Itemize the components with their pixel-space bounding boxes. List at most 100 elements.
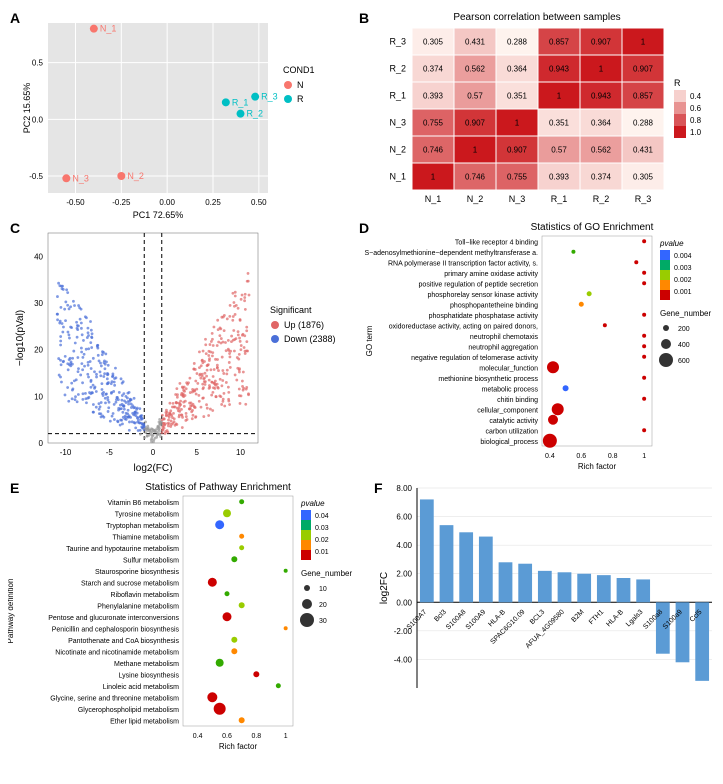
- dotplot-term: molecular_function: [479, 365, 538, 372]
- volcano-point: [241, 380, 244, 383]
- volcano-point: [80, 347, 83, 350]
- volcano-point: [184, 400, 187, 403]
- volcano-point: [69, 364, 72, 367]
- color-legend-tick: 0.02: [315, 537, 329, 544]
- volcano-point: [85, 401, 88, 404]
- panel-b: B Pearson correlation between samples R_…: [357, 8, 723, 218]
- volcano-point: [167, 419, 170, 422]
- volcano-point: [105, 392, 108, 395]
- volcano-point: [226, 317, 229, 320]
- volcano-point: [65, 288, 68, 291]
- volcano-point: [201, 359, 204, 362]
- volcano-point: [198, 350, 201, 353]
- volcano-point: [125, 412, 128, 415]
- bar: [479, 537, 493, 603]
- bar: [420, 499, 434, 602]
- volcano-point: [228, 315, 231, 318]
- volcano-point: [245, 329, 248, 332]
- volcano-point: [87, 347, 90, 350]
- volcano-point: [104, 397, 107, 400]
- volcano-point: [90, 367, 93, 370]
- volcano-point: [176, 396, 179, 399]
- volcano-point: [63, 308, 66, 311]
- dotplot-point: [231, 648, 237, 654]
- volcano-point: [175, 387, 178, 390]
- bar-category: S100A8: [445, 609, 468, 632]
- svg-text:0.50: 0.50: [251, 198, 267, 207]
- svg-text:6.00: 6.00: [396, 513, 412, 522]
- size-legend-tick: 10: [319, 586, 327, 593]
- dotplot-term: Glycerophospholipid metabolism: [78, 707, 179, 714]
- heatmap-cell-value: 0.857: [633, 92, 654, 101]
- volcano-point: [213, 387, 216, 390]
- volcano-point: [228, 361, 231, 364]
- volcano-point: [68, 337, 71, 340]
- pca-legend-item: R: [297, 94, 304, 104]
- volcano-point: [166, 429, 169, 432]
- volcano-point: [77, 393, 80, 396]
- volcano-point: [220, 337, 223, 340]
- volcano-point: [107, 398, 110, 401]
- volcano-point: [100, 365, 103, 368]
- volcano-point: [141, 418, 144, 421]
- volcano-point: [211, 355, 214, 358]
- volcano-point: [186, 418, 189, 421]
- bar: [558, 572, 572, 602]
- dotplot-point: [284, 626, 288, 630]
- volcano-point: [207, 354, 210, 357]
- volcano-point: [102, 391, 105, 394]
- volcano-point: [221, 369, 224, 372]
- volcano-point: [238, 371, 241, 374]
- heatmap-cell-value: 0.305: [423, 38, 444, 47]
- volcano-point: [107, 410, 110, 413]
- volcano-point: [111, 415, 114, 418]
- volcano-point: [81, 398, 84, 401]
- volcano-point: [223, 405, 226, 408]
- volcano-point: [105, 360, 108, 363]
- dotplot-point: [587, 291, 592, 296]
- dotplot-term: Nicotinate and nicotinamide metabolism: [55, 649, 179, 656]
- volcano-point: [162, 417, 165, 420]
- volcano-point: [93, 387, 96, 390]
- volcano-point: [92, 411, 95, 414]
- volcano-point: [112, 373, 115, 376]
- dotplot-point: [579, 302, 584, 307]
- volcano-point: [227, 339, 230, 342]
- volcano-point: [111, 375, 114, 378]
- color-legend-title: pvalue: [659, 239, 684, 248]
- dotplot-ylabel: GO term: [365, 325, 374, 356]
- volcano-point: [152, 429, 155, 432]
- volcano-point: [201, 375, 204, 378]
- dotplot-term: positive regulation of peptide secretion: [419, 281, 539, 288]
- heatmap-cell-value: 0.431: [633, 146, 654, 155]
- volcano-point: [81, 381, 84, 384]
- volcano-point: [131, 420, 134, 423]
- volcano-point: [227, 386, 230, 389]
- volcano-point: [243, 296, 246, 299]
- heatmap-cell-value: 0.393: [549, 173, 570, 182]
- volcano-point: [158, 421, 161, 424]
- dotplot-term: Tyrosine metabolism: [115, 511, 179, 518]
- volcano-point: [57, 282, 60, 285]
- heatmap-cell-value: 0.562: [591, 146, 612, 155]
- volcano-point: [80, 322, 83, 325]
- dotplot-term: metabolic process: [482, 386, 539, 393]
- volcano-point: [133, 397, 136, 400]
- volcano-point: [81, 333, 84, 336]
- dotplot-term: catalytic activity: [489, 418, 538, 425]
- dotplot-point: [214, 703, 226, 715]
- volcano-point: [73, 379, 76, 382]
- volcano-point: [132, 413, 135, 416]
- dotplot-term: Pantothenate and CoA biosynthesis: [68, 638, 179, 645]
- volcano-point: [203, 380, 206, 383]
- volcano-point: [75, 321, 78, 324]
- dotplot-ylabel: Pathway definition: [8, 579, 15, 644]
- volcano-point: [99, 412, 102, 415]
- dotplot-term: methionine biosynthetic process: [438, 376, 538, 383]
- volcano-point: [220, 384, 223, 387]
- volcano-legend-item: Up (1876): [284, 320, 324, 330]
- volcano-point: [89, 360, 92, 363]
- pca-point-label: R_2: [247, 109, 264, 119]
- volcano-point: [243, 299, 246, 302]
- volcano-point: [192, 368, 195, 371]
